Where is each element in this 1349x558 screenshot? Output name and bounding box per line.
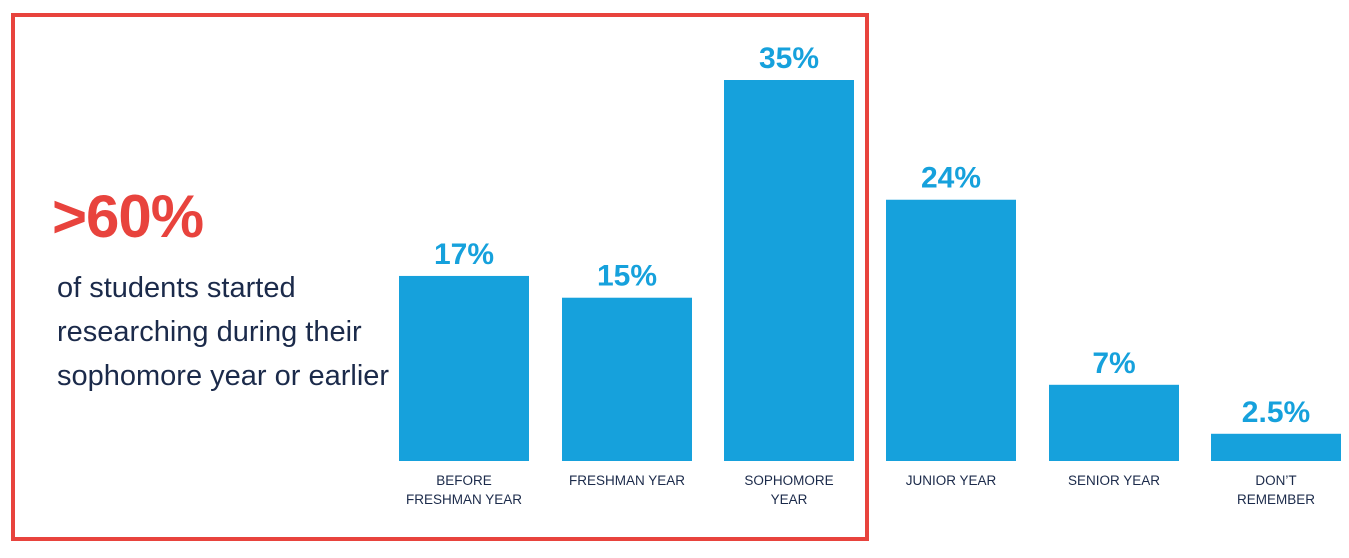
bar-value-label: 24% xyxy=(921,162,981,195)
callout-stat: >60% xyxy=(52,183,204,250)
bar xyxy=(562,297,692,461)
bar xyxy=(1211,433,1341,461)
bar xyxy=(886,199,1016,461)
category-label: SOPHOMORE YEAR xyxy=(744,473,833,507)
category-label: DON’T REMEMBER xyxy=(1237,473,1315,507)
bar-value-label: 35% xyxy=(759,42,819,75)
category-labels-group: BEFORE FRESHMAN YEAR FRESHMAN YEAR SOPHOMOR… xyxy=(406,473,1315,507)
category-label: JUNIOR YEAR xyxy=(906,473,997,488)
callout-description: of students started researching during t… xyxy=(57,272,390,392)
bar xyxy=(399,275,529,461)
value-labels-group: 17% 15% 35% 24% 7% 2.5% xyxy=(434,42,1310,429)
bars-group xyxy=(399,80,1341,461)
category-label: SENIOR YEAR xyxy=(1068,473,1160,488)
bar xyxy=(724,80,854,461)
bar-value-label: 17% xyxy=(434,238,494,271)
category-label: BEFORE FRESHMAN YEAR xyxy=(406,473,522,507)
highlight-box xyxy=(11,13,869,541)
category-label: FRESHMAN YEAR xyxy=(569,473,685,488)
bar xyxy=(1049,384,1179,461)
bar-value-label: 7% xyxy=(1092,347,1135,380)
bar-value-label: 15% xyxy=(597,260,657,293)
bar-value-label: 2.5% xyxy=(1242,396,1310,429)
